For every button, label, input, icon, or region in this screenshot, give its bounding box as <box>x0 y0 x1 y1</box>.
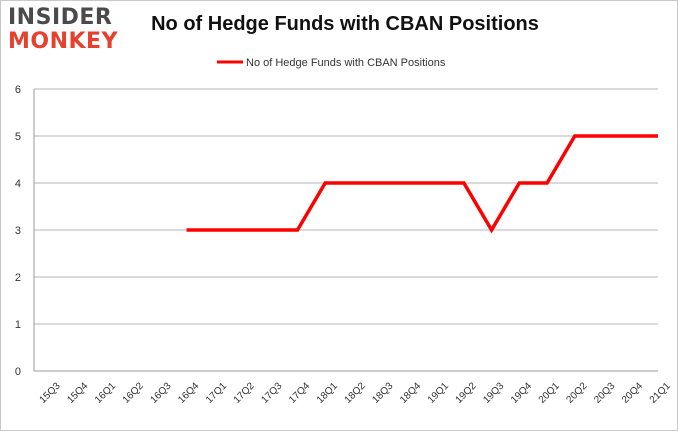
legend-label: No of Hedge Funds with CBAN Positions <box>246 57 446 69</box>
axes <box>33 89 658 372</box>
x-tick-label: 16Q3 <box>148 380 173 405</box>
x-tick-label: 16Q2 <box>121 380 146 405</box>
x-tick-label: 16Q1 <box>93 380 118 405</box>
x-tick-label: 18Q1 <box>315 380 340 405</box>
x-tick-label: 20Q2 <box>564 380 589 405</box>
y-tick-label: 1 <box>15 319 21 331</box>
x-tick-label: 17Q1 <box>204 380 229 405</box>
logo-word-monkey: MONKEY <box>8 29 119 54</box>
x-tick-label: 19Q1 <box>426 380 451 405</box>
x-tick-label: 21Q1 <box>648 380 673 405</box>
legend: No of Hedge Funds with CBAN Positions <box>217 57 446 69</box>
series-lines <box>186 134 658 234</box>
x-tick-label: 19Q3 <box>481 380 506 405</box>
logo-word-insider: INSIDER <box>8 5 113 30</box>
x-tick-labels: 15Q3 15Q4 16Q1 16Q2 16Q3 16Q4 17Q1 17Q2 17Q3 17Q4… <box>38 380 674 405</box>
x-tick-label: 15Q4 <box>65 380 90 405</box>
x-tick-label: 18Q3 <box>370 380 395 405</box>
y-tick-label: 0 <box>15 366 21 378</box>
y-tick-label: 4 <box>15 178 21 190</box>
x-tick-label: 16Q4 <box>176 380 201 405</box>
y-tick-labels: 0 1 2 3 4 5 6 <box>15 84 21 378</box>
x-tick-label: 19Q2 <box>454 380 479 405</box>
grid-lines <box>34 88 658 325</box>
x-tick-label: 17Q3 <box>259 380 284 405</box>
x-tick-label: 18Q2 <box>343 380 368 405</box>
x-tick-label: 17Q4 <box>287 380 312 405</box>
y-tick-label: 5 <box>15 131 21 143</box>
x-tick-label: 19Q4 <box>509 380 534 405</box>
x-tick-label: 17Q2 <box>232 380 257 405</box>
x-tick-label: 15Q3 <box>38 380 63 405</box>
x-tick-label: 20Q4 <box>620 380 645 405</box>
series-line-0 <box>186 134 658 234</box>
x-tick-label: 18Q4 <box>398 380 423 405</box>
chart-title: No of Hedge Funds with CBAN Positions <box>151 13 539 35</box>
x-tick-label: 20Q1 <box>537 380 562 405</box>
y-tick-label: 6 <box>15 84 21 96</box>
insider-monkey-logo: INSIDER MONKEY <box>8 6 126 56</box>
y-tick-label: 3 <box>15 225 21 237</box>
y-tick-label: 2 <box>15 272 21 284</box>
x-tick-label: 20Q3 <box>592 380 617 405</box>
